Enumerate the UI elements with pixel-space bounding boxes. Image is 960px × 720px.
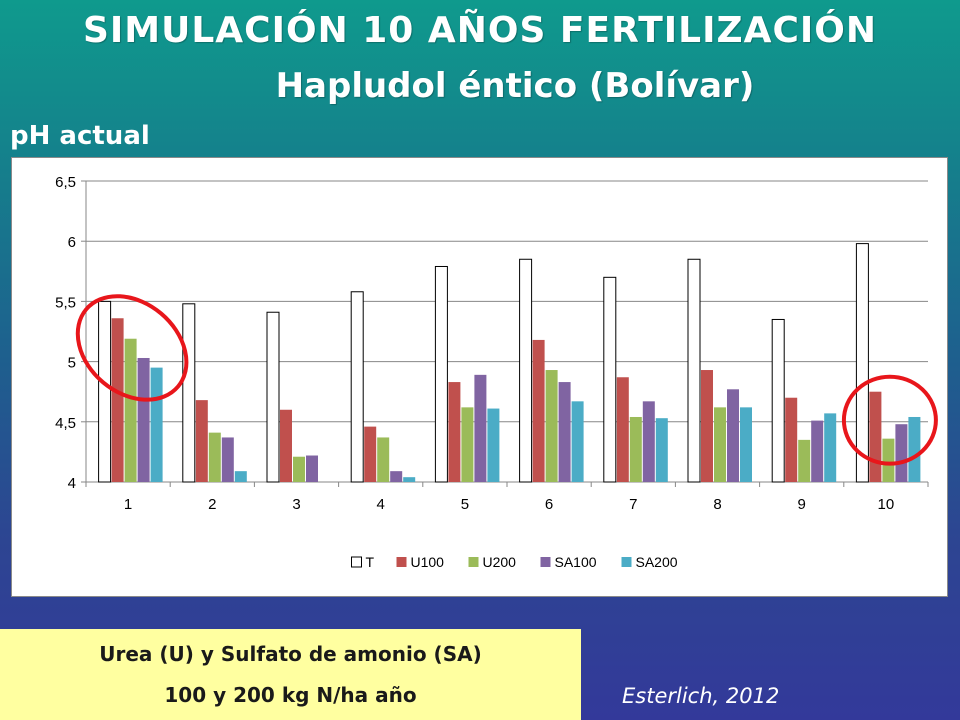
bar [461,407,474,482]
bar [364,426,377,482]
bar [280,409,292,482]
bar [266,311,280,483]
y-tick-label: 5,5 [55,294,76,311]
bar [137,357,150,482]
slide-subtitle: Hapludol éntico (Bolívar) [275,66,755,106]
bar [474,374,487,482]
x-tick-label: 1 [124,496,132,513]
bar [293,456,305,482]
bar [390,471,403,482]
x-tick-label: 2 [208,496,216,513]
y-tick-label: 6 [68,234,76,251]
bar [701,370,713,482]
legend-label: SA100 [555,554,597,570]
bar [545,370,558,482]
bar [558,382,571,482]
legend-label: T [366,554,375,570]
y-tick-label: 5 [68,355,76,372]
x-tick-label: 10 [878,496,895,513]
highlight-circle [75,294,189,402]
chart-label: pH actual [10,121,150,151]
note-box [0,629,581,720]
bar [571,401,584,482]
bar [208,432,221,482]
bar [448,382,461,482]
bar [895,424,908,482]
bar [195,400,208,482]
legend-swatch [540,557,551,567]
x-tick-label: 8 [713,496,721,513]
bar [771,318,785,483]
bar [740,407,752,482]
bar [603,276,617,483]
slide-title: SIMULACIÓN 10 AÑOS FERTILIZACIÓN [82,10,878,51]
y-tick-label: 4,5 [55,415,76,432]
bar [655,418,668,482]
bar [182,303,196,483]
x-tick-label: 5 [461,496,469,513]
bar [642,401,655,482]
bar [727,389,739,482]
bar [532,339,545,482]
bar [908,416,921,482]
legend-label: SA200 [636,554,678,570]
x-tick-label: 7 [629,496,637,513]
bar [785,397,798,482]
bar [519,258,533,483]
bar [306,455,318,482]
y-tick-label: 4 [68,475,76,492]
bar [434,265,448,483]
bar [98,300,112,483]
bar [150,367,163,482]
x-tick-label: 4 [377,496,385,513]
note-line-1: Urea (U) y Sulfato de amonio (SA) [99,642,482,666]
bar [124,338,137,482]
bar [629,416,642,482]
bar [855,243,869,483]
legend-swatch [468,557,479,567]
bar [687,258,701,483]
bar [377,437,390,482]
bar [616,377,629,482]
bar [798,439,811,482]
bar [221,437,234,482]
legend-swatch [351,556,362,568]
bar [111,318,124,482]
bar [882,438,895,482]
legend-swatch [396,557,407,567]
highlight-circle [841,374,938,466]
bar [487,408,500,482]
bar [824,413,837,482]
x-tick-label: 6 [545,496,553,513]
y-tick-label: 6,5 [55,174,76,191]
citation-credit: Esterlich, 2012 [622,684,780,708]
bar [869,391,882,482]
bar [714,407,726,482]
x-tick-label: 9 [798,496,806,513]
note-line-2: 100 y 200 kg N/ha año [164,683,417,707]
legend-label: U100 [411,554,445,570]
bar [811,420,824,482]
bar [350,291,364,483]
bar [234,471,247,482]
bar-chart: 4 4,5 5 5,5 6 6,5 1 2 3 4 5 6 7 8 9 10 T U100 U200 SA100 SA2… [55,174,938,570]
x-tick-label: 3 [292,496,300,513]
legend-swatch [621,557,632,567]
legend-label: U200 [483,554,517,570]
chart-area: 4 4,5 5 5,5 6 6,5 1 2 3 4 5 6 7 8 9 10 T U100 U200 SA100 SA2… [11,157,948,597]
bar [403,477,416,482]
